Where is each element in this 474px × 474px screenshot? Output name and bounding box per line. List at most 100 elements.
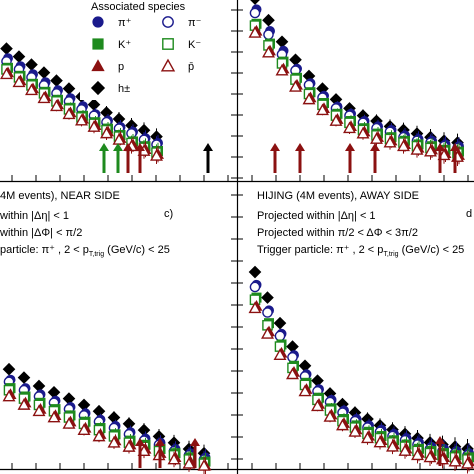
data-point xyxy=(2,389,16,402)
legend-marker xyxy=(92,38,104,50)
upper-limit-arrowhead xyxy=(370,143,380,151)
legend-label: π⁺ xyxy=(118,17,132,29)
data-point xyxy=(411,448,424,461)
data-point xyxy=(298,384,312,397)
data-point xyxy=(289,80,302,92)
upper-limit-arrowhead xyxy=(113,143,123,151)
data-point xyxy=(182,456,196,469)
data-point xyxy=(302,92,316,105)
data-point xyxy=(197,459,211,471)
legend-item: π⁻ xyxy=(162,16,202,29)
panel-bottom-right-phi-cut: Projected within π/2 < ΔΦ < 3π/2 xyxy=(257,227,418,239)
panel-bottom-right-trigger: Trigger particle: π⁺ , 2 < pT,trig (GeV/… xyxy=(257,244,464,258)
data-point xyxy=(397,139,410,152)
data-point xyxy=(0,67,13,80)
data-point xyxy=(77,423,91,436)
data-point xyxy=(122,440,136,452)
data-point xyxy=(386,439,399,452)
legend-label: p̄ xyxy=(188,61,194,73)
data-point xyxy=(17,398,31,410)
data-point xyxy=(50,99,63,112)
upper-limit-arrows xyxy=(435,436,445,466)
upper-limit-arrowhead xyxy=(99,143,109,151)
upper-limit-arrowhead xyxy=(450,143,460,151)
upper-limit-arrows xyxy=(135,438,200,468)
upper-limit-arrowhead xyxy=(203,143,213,151)
data-point xyxy=(87,120,101,132)
data-point xyxy=(448,454,462,467)
data-point xyxy=(370,132,383,144)
legend-marker xyxy=(162,16,174,28)
legend-marker xyxy=(162,38,174,50)
upper-limit-arrowhead xyxy=(270,143,280,151)
legend-label: K⁺ xyxy=(118,39,131,51)
upper-limit-arrows xyxy=(99,143,213,173)
data-point xyxy=(261,327,274,339)
data-point xyxy=(348,425,362,437)
upper-limit-arrowhead xyxy=(135,143,145,151)
data-point xyxy=(249,281,261,293)
legend-marker xyxy=(91,59,105,72)
data-point xyxy=(263,29,274,40)
upper-limit-arrowhead xyxy=(295,143,305,151)
upper-limit-arrows xyxy=(270,143,460,173)
panel-bottom-left-title: 4M events), NEAR SIDE xyxy=(0,190,120,202)
data-point xyxy=(100,126,113,139)
legend-marker xyxy=(160,58,176,72)
panel-bottom-right-annotations: HIJING (4M events), AWAY SIDE d Projecte… xyxy=(257,190,472,258)
panel-top-left-data xyxy=(0,42,213,173)
data-point xyxy=(373,435,387,448)
legend-label: p xyxy=(118,61,124,73)
data-point xyxy=(62,107,76,120)
data-point xyxy=(461,457,474,469)
panel-bottom-right-data xyxy=(248,265,474,474)
legend-item: p̄ xyxy=(160,58,194,73)
data-point xyxy=(250,0,260,5)
panel-bottom-right-tag: d xyxy=(466,208,472,220)
data-point xyxy=(424,144,437,157)
data-point xyxy=(261,291,274,304)
legend-item: K⁺ xyxy=(92,38,131,51)
series-6 xyxy=(248,301,474,474)
data-point xyxy=(112,133,126,145)
data-point xyxy=(361,431,374,444)
data-point xyxy=(75,113,88,126)
data-point xyxy=(37,91,51,104)
legend-label: h± xyxy=(118,83,130,95)
upper-limit-arrowhead xyxy=(345,143,355,151)
data-point xyxy=(323,410,337,422)
data-point xyxy=(167,452,181,465)
panel-bottom-left-data xyxy=(2,362,212,474)
data-point xyxy=(150,149,163,161)
data-point xyxy=(329,114,343,126)
upper-limit-arrowhead xyxy=(135,438,145,446)
panel-bottom-right-title: HIJING (4M events), AWAY SIDE xyxy=(257,190,419,202)
data-point xyxy=(262,45,275,58)
upper-limit-arrowhead xyxy=(435,143,445,151)
legend-item: p xyxy=(91,59,124,73)
upper-limit-arrowhead xyxy=(435,436,445,444)
data-point xyxy=(286,367,299,380)
upper-limit-arrowhead xyxy=(155,438,165,446)
data-point xyxy=(249,7,261,19)
data-point xyxy=(423,450,437,463)
legend-label: K⁻ xyxy=(188,39,201,51)
upper-limit-arrowhead xyxy=(190,438,200,446)
data-point xyxy=(311,399,324,412)
data-point xyxy=(12,75,26,88)
data-point xyxy=(273,316,287,330)
panel-bottom-left-tag: c) xyxy=(164,208,173,220)
data-point xyxy=(398,444,412,456)
panel-top-right-data xyxy=(248,0,465,173)
data-point xyxy=(287,351,298,363)
legend-items: π⁺ π⁻ K⁺ K⁻ p p̄ h± xyxy=(90,16,202,96)
data-point xyxy=(248,265,262,279)
legend-item: π⁺ xyxy=(92,16,132,29)
data-point xyxy=(25,83,38,96)
data-point xyxy=(410,143,424,155)
legend-marker xyxy=(92,16,104,28)
legend-title: Associated species xyxy=(91,1,186,13)
data-point xyxy=(356,126,370,139)
legend-item: K⁻ xyxy=(162,38,201,51)
